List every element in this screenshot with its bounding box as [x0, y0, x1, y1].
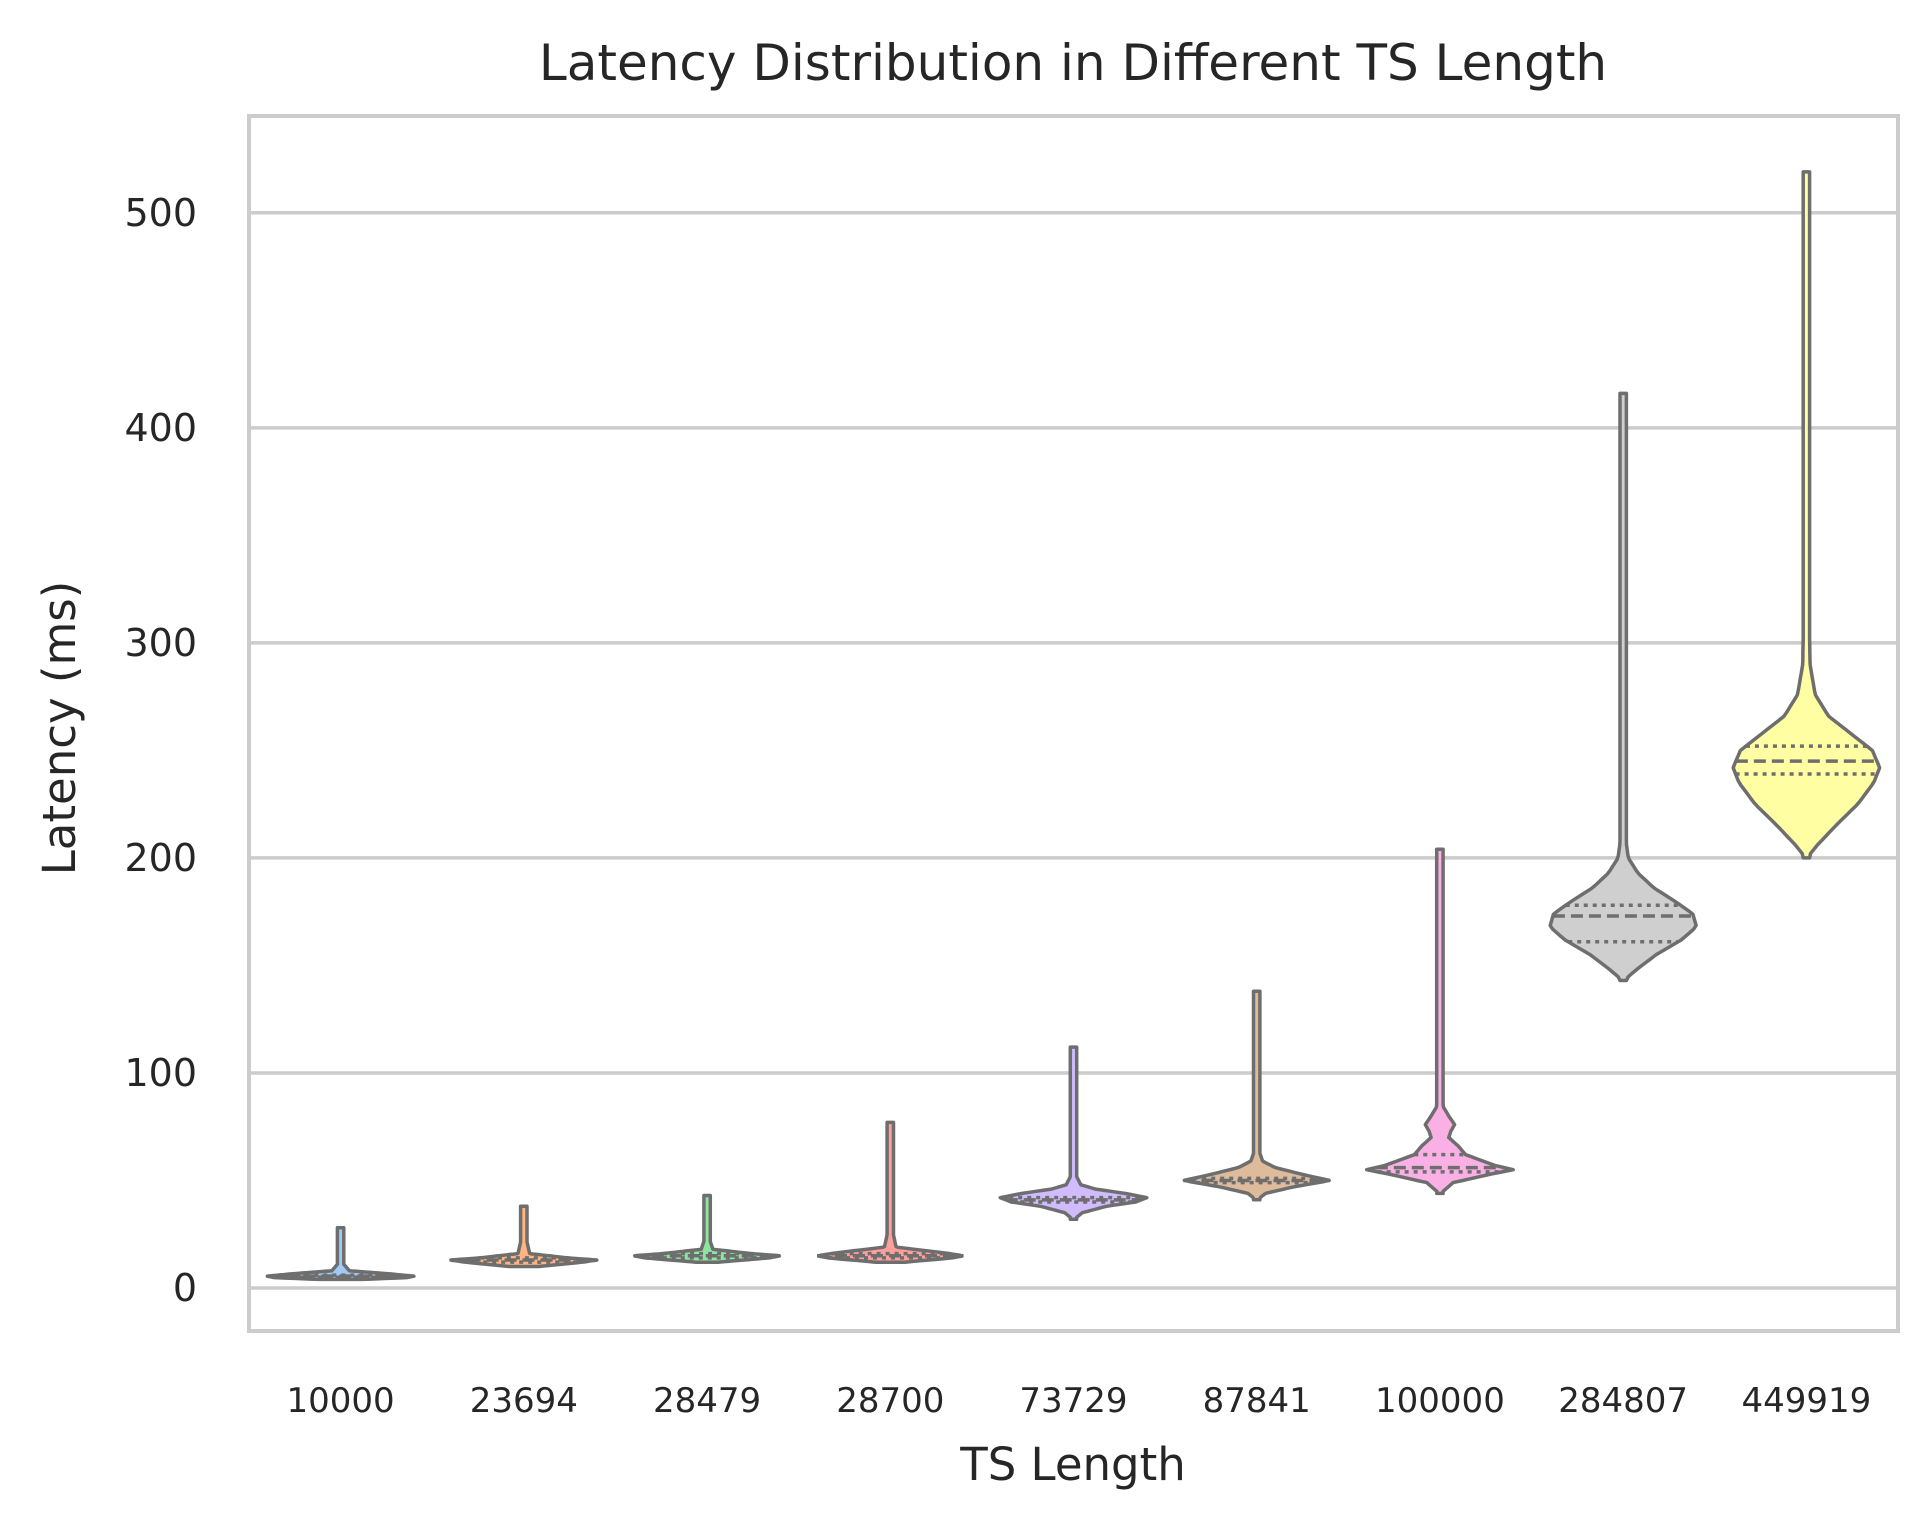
violin-87841	[1182, 989, 1331, 1202]
y-tick-label: 500	[124, 191, 197, 235]
y-tick-label: 100	[124, 1051, 197, 1095]
violin-73729	[998, 1045, 1149, 1221]
x-tick-label: 23694	[470, 1381, 578, 1421]
violin-body	[449, 1204, 599, 1269]
y-tick-label: 200	[124, 836, 197, 880]
violin-body	[265, 1226, 416, 1282]
violin-body	[633, 1193, 782, 1264]
violin-body	[1731, 170, 1882, 860]
y-tick-labels: 0 100 200 300 400 500	[124, 191, 197, 1310]
violin-23694	[449, 1204, 599, 1269]
y-tick-label: 400	[124, 406, 197, 450]
violin-body	[998, 1045, 1149, 1221]
y-axis-label: Latency (ms)	[33, 581, 86, 876]
x-tick-label: 10000	[287, 1381, 395, 1421]
y-tick-label: 0	[173, 1266, 197, 1310]
violin-28700	[816, 1120, 964, 1264]
violins	[265, 170, 1882, 1282]
violin-28479	[633, 1193, 782, 1264]
violin-284807	[1548, 391, 1698, 983]
violin-body	[1548, 391, 1698, 983]
x-tick-label: 73729	[1019, 1381, 1127, 1421]
violin-100000	[1364, 847, 1515, 1196]
x-tick-label: 284807	[1558, 1381, 1688, 1421]
x-tick-labels: 10000 23694 28479 28700 73729 87841 100000 2848…	[287, 1381, 1872, 1421]
violin-body	[1182, 989, 1331, 1202]
x-tick-label: 28479	[653, 1381, 761, 1421]
violin-10000	[265, 1226, 416, 1282]
x-tick-label: 449919	[1741, 1381, 1871, 1421]
plot-frame	[247, 114, 1900, 1333]
y-tick-label: 300	[124, 621, 197, 665]
x-tick-label: 100000	[1375, 1381, 1505, 1421]
x-axis-label: TS Length	[959, 1438, 1186, 1491]
grid-lines	[249, 211, 1898, 1290]
x-tick-label: 28700	[836, 1381, 944, 1421]
violin-body	[1364, 847, 1515, 1196]
x-tick-label: 87841	[1203, 1381, 1311, 1421]
violin-449919	[1731, 170, 1882, 860]
chart-title: Latency Distribution in Different TS Len…	[539, 34, 1607, 92]
violin-body	[816, 1120, 964, 1264]
